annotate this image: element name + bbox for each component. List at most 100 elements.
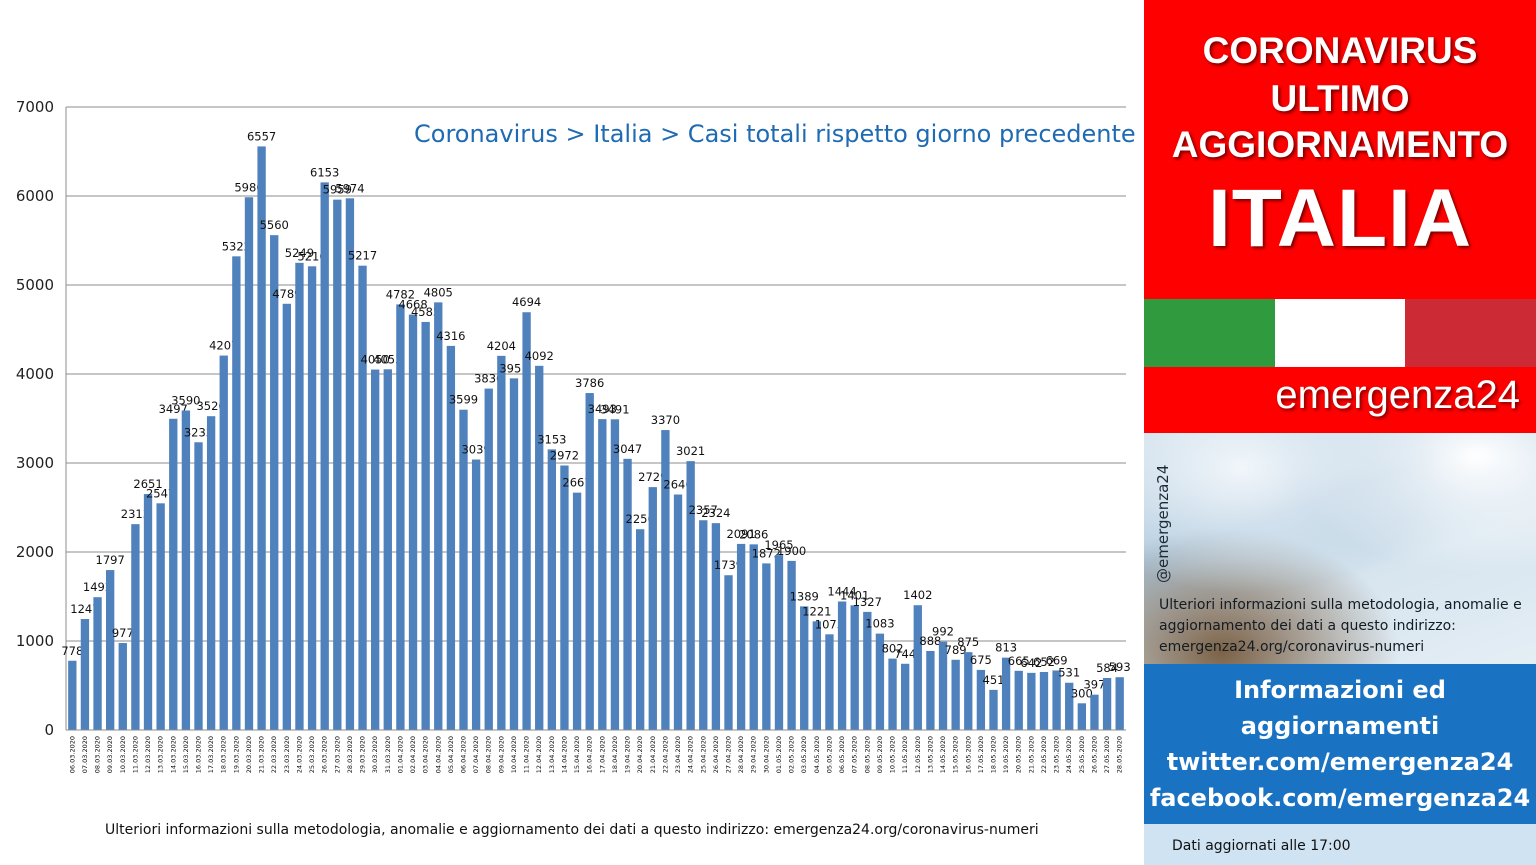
x-tick-label: 24.03.2020 bbox=[295, 736, 303, 773]
data-label: 3047 bbox=[613, 442, 642, 456]
data-label: 5322 bbox=[222, 239, 251, 253]
data-label: 3599 bbox=[449, 393, 478, 407]
x-tick-label: 26.04.2020 bbox=[712, 736, 720, 773]
flag-red-stripe bbox=[1405, 299, 1536, 367]
data-label: 3153 bbox=[537, 432, 566, 446]
x-tick-label: 14.03.2020 bbox=[169, 736, 177, 773]
data-label: 675 bbox=[970, 653, 992, 667]
data-label: 789 bbox=[945, 643, 967, 657]
x-tick-label: 16.05.2020 bbox=[964, 736, 972, 773]
data-label: 3590 bbox=[171, 393, 200, 407]
x-tick-label: 16.04.2020 bbox=[586, 736, 594, 773]
data-label: 4782 bbox=[386, 287, 415, 301]
x-tick-label: 11.03.2020 bbox=[131, 736, 139, 773]
bar bbox=[648, 487, 657, 730]
brand-logo: emergenza24 bbox=[1275, 373, 1520, 417]
bar bbox=[93, 597, 102, 730]
x-tick-label: 13.03.2020 bbox=[157, 736, 165, 773]
data-label: 1492 bbox=[83, 580, 112, 594]
y-tick-label: 2000 bbox=[16, 543, 54, 561]
bar bbox=[270, 235, 279, 730]
data-label: 4694 bbox=[512, 295, 541, 309]
data-label: 3233 bbox=[184, 425, 213, 439]
bar bbox=[219, 355, 228, 730]
data-label: 4585 bbox=[411, 305, 440, 319]
background-photo: @emergenza24 Ulteriori informazioni sull… bbox=[1144, 433, 1536, 664]
x-tick-label: 24.05.2020 bbox=[1065, 736, 1073, 773]
data-label: 3951 bbox=[499, 361, 528, 375]
bar bbox=[1115, 677, 1124, 730]
data-label: 3526 bbox=[196, 399, 225, 413]
bar bbox=[535, 365, 544, 730]
bar bbox=[320, 182, 329, 730]
bar bbox=[497, 355, 506, 730]
bar bbox=[80, 619, 90, 730]
data-label: 1739 bbox=[714, 558, 743, 572]
bar bbox=[1077, 703, 1086, 730]
headline-line-2: ULTIMO bbox=[1270, 78, 1410, 119]
x-tick-label: 10.04.2020 bbox=[510, 736, 518, 773]
bar bbox=[1102, 678, 1112, 730]
twitter-link[interactable]: twitter.com/emergenza24 bbox=[1166, 748, 1514, 776]
bar bbox=[358, 265, 367, 730]
x-tick-label: 23.04.2020 bbox=[674, 736, 682, 773]
data-label: 2256 bbox=[626, 512, 655, 526]
data-label: 802 bbox=[882, 642, 904, 656]
x-tick-label: 04.05.2020 bbox=[813, 736, 821, 773]
y-tick-label: 3000 bbox=[16, 454, 54, 472]
y-tick-label: 4000 bbox=[16, 365, 54, 383]
bar bbox=[307, 266, 317, 730]
data-label: 4789 bbox=[272, 287, 301, 301]
bar bbox=[421, 321, 430, 730]
data-label: 642 bbox=[1020, 656, 1042, 670]
bar bbox=[572, 492, 582, 730]
data-label: 1389 bbox=[790, 589, 819, 603]
bar bbox=[1052, 670, 1061, 730]
x-tick-label: 08.03.2020 bbox=[94, 736, 102, 773]
data-label: 1401 bbox=[840, 588, 869, 602]
x-tick-label: 12.05.2020 bbox=[914, 736, 922, 773]
info-heading-1: Informazioni ed bbox=[1234, 676, 1446, 704]
bar bbox=[169, 418, 178, 730]
x-tick-label: 28.05.2020 bbox=[1116, 736, 1124, 773]
bar bbox=[825, 634, 834, 730]
data-label: 1797 bbox=[96, 553, 125, 567]
bar bbox=[345, 198, 355, 730]
data-label: 4053 bbox=[373, 352, 402, 366]
data-label: 1083 bbox=[865, 617, 894, 631]
italian-flag bbox=[1144, 299, 1536, 367]
x-tick-label: 03.05.2020 bbox=[800, 736, 808, 773]
data-label: 2729 bbox=[638, 470, 667, 484]
x-tick-label: 07.03.2020 bbox=[81, 736, 89, 773]
bar bbox=[333, 199, 342, 730]
y-tick-label: 5000 bbox=[16, 276, 54, 294]
bar bbox=[206, 416, 216, 730]
x-tick-label: 26.05.2020 bbox=[1090, 736, 1098, 773]
data-label: 531 bbox=[1058, 666, 1080, 680]
x-tick-label: 27.05.2020 bbox=[1103, 736, 1111, 773]
data-label: 4204 bbox=[487, 339, 516, 353]
x-tick-label: 28.03.2020 bbox=[346, 736, 354, 773]
x-tick-label: 19.03.2020 bbox=[232, 736, 240, 773]
data-label: 6557 bbox=[247, 129, 276, 143]
data-label: 669 bbox=[1046, 653, 1068, 667]
bar bbox=[484, 388, 493, 730]
data-label: 1221 bbox=[802, 604, 831, 618]
data-label: 2357 bbox=[689, 503, 718, 517]
bar bbox=[774, 555, 784, 730]
x-tick-label: 22.05.2020 bbox=[1040, 736, 1048, 773]
x-tick-label: 08.05.2020 bbox=[863, 736, 871, 773]
data-label: 3786 bbox=[575, 376, 604, 390]
x-tick-label: 30.04.2020 bbox=[762, 736, 770, 773]
bar bbox=[244, 197, 254, 730]
bar bbox=[585, 393, 594, 730]
x-tick-label: 15.03.2020 bbox=[182, 736, 190, 773]
bar bbox=[194, 442, 203, 730]
bar bbox=[547, 449, 556, 730]
bar bbox=[951, 659, 960, 730]
info-note: Ulteriori informazioni sulla metodologia… bbox=[1159, 597, 1522, 655]
bar bbox=[181, 410, 191, 730]
facebook-link[interactable]: facebook.com/emergenza24 bbox=[1149, 784, 1531, 812]
data-label: 1872 bbox=[752, 546, 781, 560]
data-label: 2547 bbox=[146, 486, 175, 500]
